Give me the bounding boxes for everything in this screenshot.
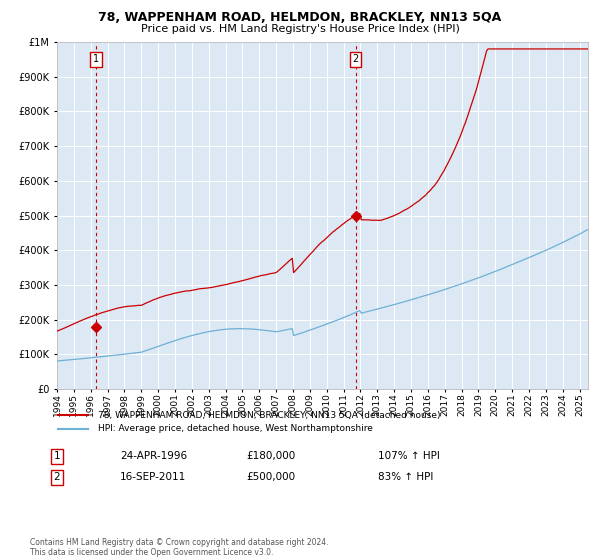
- Text: 107% ↑ HPI: 107% ↑ HPI: [378, 451, 440, 461]
- Text: 78, WAPPENHAM ROAD, HELMDON, BRACKLEY, NN13 5QA (detached house): 78, WAPPENHAM ROAD, HELMDON, BRACKLEY, N…: [98, 411, 441, 420]
- Text: HPI: Average price, detached house, West Northamptonshire: HPI: Average price, detached house, West…: [98, 424, 373, 433]
- Text: 78, WAPPENHAM ROAD, HELMDON, BRACKLEY, NN13 5QA: 78, WAPPENHAM ROAD, HELMDON, BRACKLEY, N…: [98, 11, 502, 24]
- Text: 1: 1: [93, 54, 99, 64]
- Text: £500,000: £500,000: [246, 472, 295, 482]
- Text: Price paid vs. HM Land Registry's House Price Index (HPI): Price paid vs. HM Land Registry's House …: [140, 24, 460, 34]
- Text: £180,000: £180,000: [246, 451, 295, 461]
- Text: 1: 1: [53, 451, 61, 461]
- Text: Contains HM Land Registry data © Crown copyright and database right 2024.
This d: Contains HM Land Registry data © Crown c…: [30, 538, 329, 557]
- Text: 24-APR-1996: 24-APR-1996: [120, 451, 187, 461]
- Text: 2: 2: [53, 472, 61, 482]
- Text: 16-SEP-2011: 16-SEP-2011: [120, 472, 186, 482]
- Text: 83% ↑ HPI: 83% ↑ HPI: [378, 472, 433, 482]
- Text: 2: 2: [352, 54, 359, 64]
